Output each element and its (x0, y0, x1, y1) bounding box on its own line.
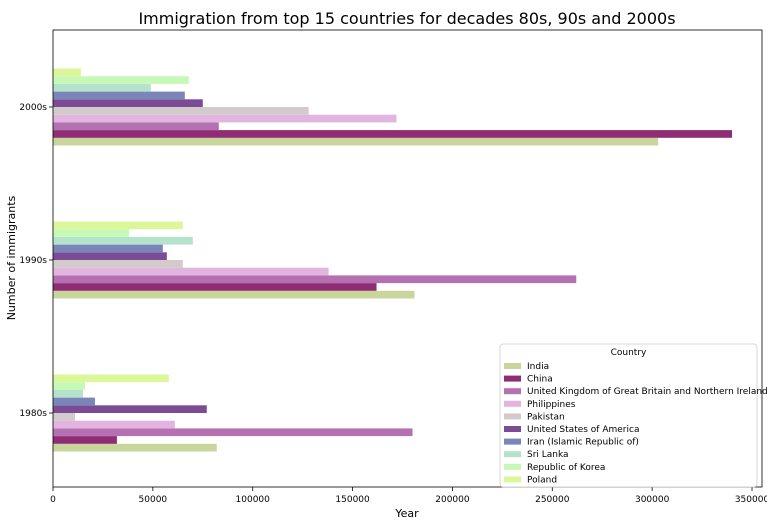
bar-2000s-philippines (53, 114, 397, 123)
legend-swatch (504, 388, 521, 395)
plot-frame (52, 29, 763, 488)
bar-2000s-republic-of-korea (53, 76, 189, 84)
x-tick-label: 150000 (335, 495, 370, 505)
bar-1990s-united-states-of-america (53, 252, 167, 260)
bar-1990s-republic-of-korea (53, 229, 129, 237)
y-tick-label: 1980s (19, 409, 47, 419)
chart-title: Immigration from top 15 countries for de… (138, 9, 675, 28)
x-tick-label: 300000 (635, 495, 670, 505)
bar-1980s-india (53, 443, 217, 452)
bar-1980s-united-kingdom-of-great-britain-and-northern-ireland (53, 428, 413, 437)
x-tick-label: 200000 (435, 495, 470, 505)
legend: Country India China United Kingdom of Great… (499, 343, 767, 488)
bar-1980s-sri-lanka (53, 389, 83, 398)
legend-box (499, 343, 758, 488)
legend-label: Pakistan (527, 412, 565, 422)
legend-swatch (504, 476, 521, 483)
legend-label: Poland (527, 475, 557, 485)
legend-label: United Kingdom of Great Britain and Nort… (527, 387, 767, 397)
legend-swatch (504, 363, 521, 369)
bar-1990s-china (53, 283, 377, 291)
bar-1980s-poland (53, 374, 169, 383)
legend-label: Republic of Korea (527, 463, 605, 473)
legend-swatch (504, 426, 521, 432)
bar-1980s-iran-islamic-republic-of- (53, 397, 95, 406)
bar-2000s-poland (53, 68, 81, 77)
x-ticks: 0 50000 100000 150000 200000 250000 300000 3500… (50, 487, 767, 505)
y-ticks: 1980s 1990s 2000s (19, 103, 53, 419)
bar-2000s-pakistan (53, 107, 309, 115)
bar-2000s-sri-lanka (53, 83, 151, 92)
x-tick-label: 0 (50, 495, 56, 505)
bar-2000s-india (53, 137, 659, 146)
bar-1990s-iran-islamic-republic-of- (53, 244, 163, 253)
legend-label: China (527, 375, 553, 385)
legend-label: Sri Lanka (527, 450, 569, 460)
y-axis-label: Number of immigrants (5, 195, 18, 320)
bar-1980s-china (53, 436, 117, 444)
x-axis-label: Year (394, 507, 419, 520)
x-tick-label: 250000 (535, 495, 570, 505)
bar-1990s-philippines (53, 267, 329, 276)
legend-swatch (504, 400, 521, 407)
y-tick-label: 1990s (19, 256, 47, 266)
bar-2000s-united-states-of-america (53, 99, 203, 107)
legend-swatch (504, 451, 521, 458)
bar-1980s-pakistan (53, 413, 75, 421)
bar-2000s-china (53, 130, 733, 138)
legend-swatch (504, 438, 521, 445)
bar-1980s-republic-of-korea (53, 382, 85, 390)
bar-1990s-united-kingdom-of-great-britain-and-northern-ireland (53, 275, 577, 284)
bar-1980s-philippines (53, 420, 175, 429)
bar-1990s-india (53, 290, 415, 299)
legend-swatch (504, 375, 521, 382)
bar-1990s-poland (53, 221, 183, 230)
legend-label: Iran (Islamic Republic of) (527, 438, 639, 448)
legend-swatch (504, 413, 521, 420)
legend-label: Philippines (527, 400, 576, 410)
x-tick-label: 100000 (236, 495, 271, 505)
y-tick-label: 2000s (19, 103, 47, 113)
bar-2000s-united-kingdom-of-great-britain-and-northern-ireland (53, 122, 219, 131)
x-tick-label: 50000 (139, 495, 168, 505)
legend-label: United States of America (527, 425, 639, 435)
bars-layer (53, 68, 733, 452)
x-tick-label: 350000 (735, 495, 767, 505)
bar-1990s-sri-lanka (53, 236, 193, 245)
bar-1990s-pakistan (53, 260, 183, 268)
bar-2000s-iran-islamic-republic-of- (53, 91, 185, 100)
legend-label: India (527, 362, 549, 372)
legend-swatch (504, 463, 521, 470)
bar-1980s-united-states-of-america (53, 405, 207, 413)
legend-title: Country (611, 348, 647, 358)
